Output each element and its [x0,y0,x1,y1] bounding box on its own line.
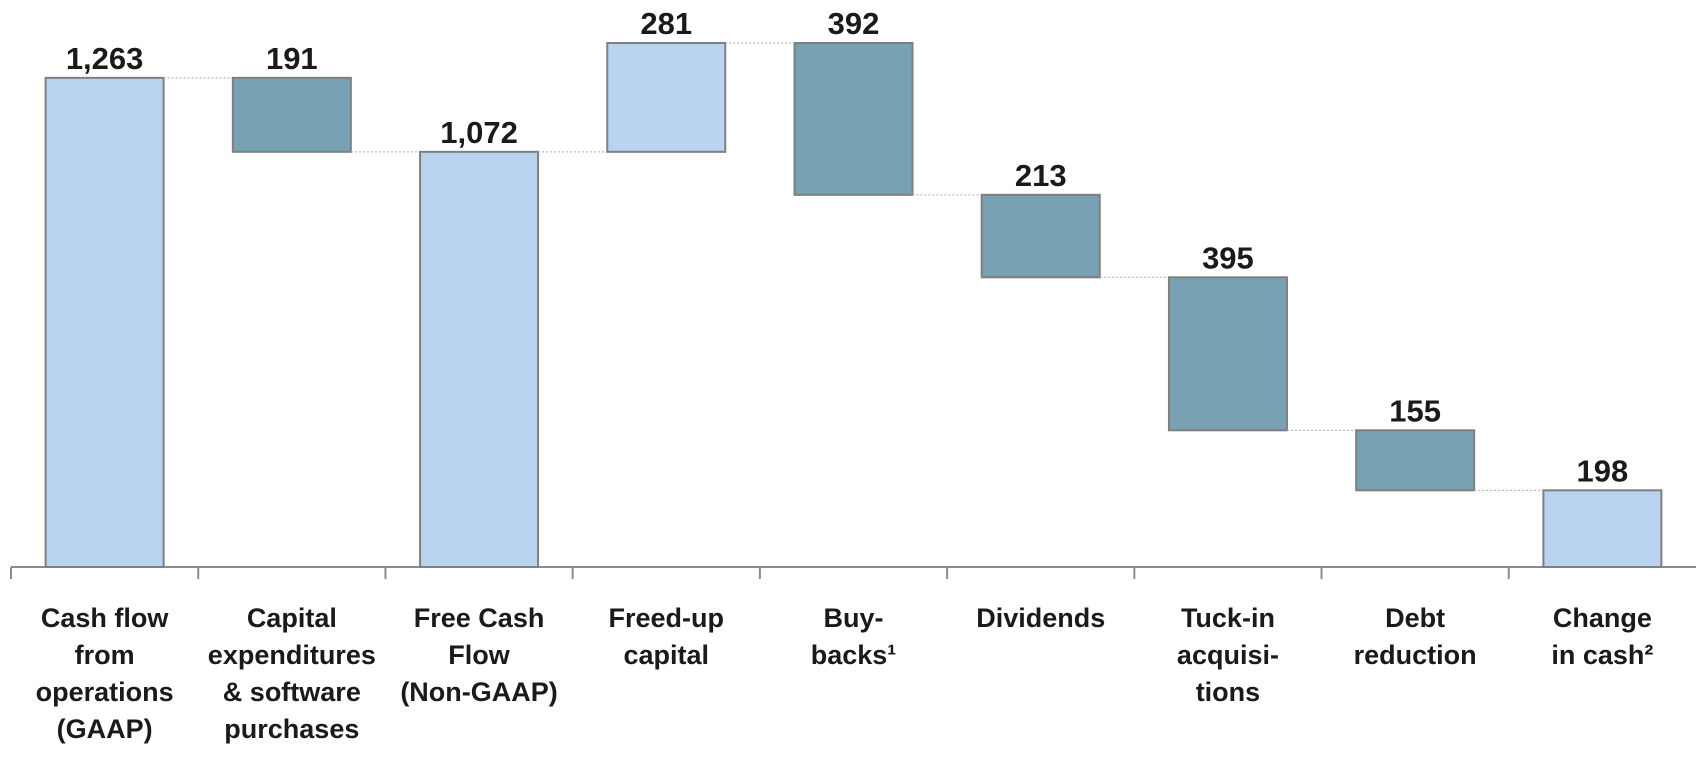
value-label: 213 [1015,158,1067,193]
x-tick-label: reduction [1354,640,1477,670]
x-tick-label: acquisi- [1177,640,1279,670]
value-label: 191 [266,41,318,76]
x-tick-label: from [75,640,135,670]
x-tick-label: Capital [247,603,337,633]
bar [1355,429,1476,492]
value-label: 198 [1577,454,1629,489]
bar [793,42,914,196]
bar [231,76,352,153]
x-tick-label: Tuck-in [1181,603,1275,633]
x-tick-label: purchases [224,714,359,744]
x-tick-label: Cash flow [41,603,170,633]
value-label: 155 [1389,393,1441,428]
bar [606,42,727,153]
x-tick-label: Debt [1385,603,1445,633]
bar [44,76,165,569]
x-tick-label: Buy- [824,603,884,633]
x-tick-label: capital [624,640,710,670]
value-label: 281 [640,6,692,41]
value-label: 1,263 [66,41,144,76]
x-tick-label: Change [1553,603,1652,633]
x-tick-label: Freed-up [609,603,725,633]
x-tick-label: tions [1196,677,1261,707]
value-label: 1,072 [440,115,518,150]
x-tick-label: in cash² [1551,640,1653,670]
x-tick-label: Free Cash [414,603,545,633]
bar [419,150,540,568]
x-tick-label: Flow [448,640,510,670]
x-tick-label: operations [36,677,174,707]
value-label: 395 [1202,240,1254,275]
value-label: 392 [828,6,880,41]
bar [980,193,1101,279]
x-tick-label: Dividends [976,603,1105,633]
bar [1167,276,1288,432]
bar [1542,489,1663,569]
x-tick-label: backs¹ [811,640,897,670]
x-tick-label: & software [223,677,361,707]
x-tick-label: (GAAP) [57,714,153,744]
x-tick-label: expenditures [208,640,376,670]
x-tick-label: (Non-GAAP) [400,677,557,707]
